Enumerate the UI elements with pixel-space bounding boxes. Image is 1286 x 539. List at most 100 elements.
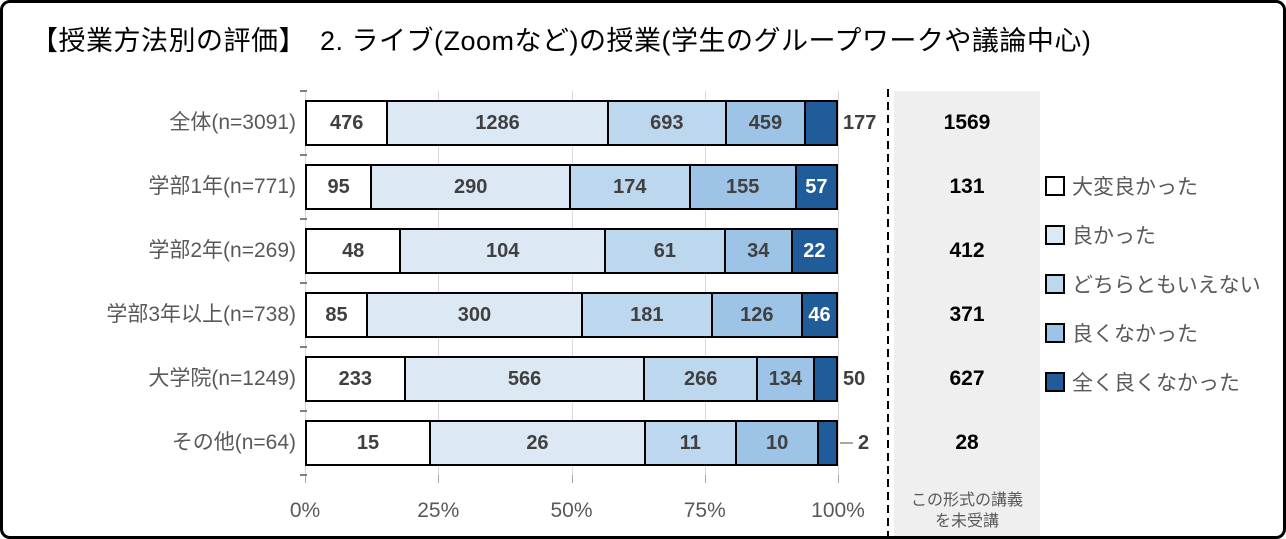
- segment-value-label: 155: [726, 175, 760, 198]
- axis-tick-100%: [838, 475, 839, 483]
- segment-value-label: 233: [338, 367, 373, 390]
- legend-item-良くなかった: 良くなかった: [1045, 322, 1198, 346]
- bar-segment-良かった: 300: [367, 294, 583, 336]
- segment-value-label: 266: [684, 367, 718, 390]
- bar-segment-どちらともいえない: 61: [605, 230, 726, 272]
- segment-value-label: 15: [356, 431, 380, 454]
- category-axis-tick: [300, 410, 307, 412]
- segment-value-label: 95: [327, 175, 350, 198]
- not-attended-label-line1: この形式の講義: [910, 492, 1023, 509]
- legend-label: 大変良かった: [1072, 176, 1198, 199]
- not-attended-value: 627: [949, 367, 985, 390]
- category-label: 学部3年以上(n=738): [106, 303, 296, 326]
- category-label: 大学院(n=1249): [148, 367, 296, 390]
- not-attended-label: この形式の講義 を未受講: [894, 490, 1040, 532]
- segment-value-label: 290: [453, 175, 488, 198]
- legend-swatch-icon: [1045, 176, 1065, 196]
- category-label: 学部1年(n=771): [148, 175, 296, 198]
- legend-item-全く良くなかった: 全く良くなかった: [1045, 371, 1240, 395]
- not-attended-value: 371: [949, 303, 985, 326]
- segment-value-label: 566: [507, 367, 542, 390]
- bar-segment-良くなかった: 126: [712, 294, 803, 336]
- not-attended-value: 28: [955, 431, 979, 454]
- segment-value-label: 48: [342, 239, 365, 262]
- segment-value-label: 134: [768, 367, 803, 390]
- segment-value-label: 126: [740, 303, 774, 326]
- segment-value-label: 85: [325, 303, 348, 326]
- bar-row: 476 1286 693 459: [305, 100, 838, 146]
- legend-label: 良かった: [1072, 225, 1156, 248]
- bar-segment-大変良かった: 48: [307, 230, 402, 272]
- label-leader-line: [840, 442, 853, 444]
- bar-segment-大変良かった: 95: [307, 166, 373, 208]
- gridline-100%: [838, 91, 839, 475]
- not-attended-value: 1569: [943, 111, 991, 134]
- segment-value-label-outside: 177: [843, 112, 877, 134]
- bar-segment-良くなかった: 459: [727, 102, 806, 144]
- legend-item-良かった: 良かった: [1045, 224, 1156, 248]
- x-axis-label-100%: 100%: [811, 499, 865, 522]
- bar-segment-どちらともいえない: 174: [571, 166, 691, 208]
- x-axis-label-25%: 25%: [417, 499, 460, 522]
- legend-swatch-icon: [1045, 323, 1065, 343]
- category-label: その他(n=64): [171, 431, 296, 454]
- segment-value-label: 693: [650, 111, 684, 134]
- bar-segment-全く良くなかった: [805, 102, 836, 144]
- bar-segment-良くなかった: 134: [758, 358, 815, 400]
- segment-value-label: 459: [748, 111, 783, 134]
- category-axis-tick: [300, 218, 307, 220]
- legend-swatch-icon: [1045, 372, 1065, 392]
- category-label: 学部2年(n=269): [148, 239, 296, 262]
- category-axis-tick: [300, 282, 307, 284]
- category-axis-tick: [300, 474, 307, 476]
- bar-segment-良くなかった: 155: [690, 166, 797, 208]
- bar-segment-大変良かった: 233: [307, 358, 406, 400]
- bar-segment-全く良くなかった: [819, 422, 836, 464]
- x-axis-label-50%: 50%: [550, 499, 593, 522]
- segment-value-label: 181: [630, 303, 664, 326]
- bar-segment-良かった: 104: [401, 230, 606, 272]
- bar-segment-良かった: 26: [430, 422, 646, 464]
- segment-value-label: 300: [457, 303, 492, 326]
- category-axis-tick: [300, 154, 307, 156]
- not-attended-value: 131: [949, 175, 985, 198]
- segment-value-label: 10: [766, 431, 789, 454]
- segment-value-label: 22: [803, 239, 826, 262]
- bar-segment-全く良くなかった: 46: [803, 294, 836, 336]
- segment-value-label: 57: [805, 175, 828, 198]
- segment-value-label: 174: [613, 175, 647, 198]
- bar-segment-大変良かった: 85: [307, 294, 368, 336]
- bar-segment-どちらともいえない: 693: [608, 102, 728, 144]
- bar-row: 48 104 61 34 22: [305, 228, 838, 274]
- axis-tick-75%: [704, 475, 706, 483]
- legend-label: 良くなかった: [1072, 323, 1198, 346]
- legend-item-どちらともいえない: どちらともいえない: [1045, 273, 1261, 297]
- bar-segment-良かった: 1286: [388, 102, 609, 144]
- bar-segment-どちらともいえない: 181: [582, 294, 713, 336]
- bar-segment-良かった: 290: [372, 166, 572, 208]
- bar-segment-どちらともいえない: 266: [645, 358, 759, 400]
- legend-swatch-icon: [1045, 225, 1065, 245]
- segment-value-label: 34: [747, 239, 770, 262]
- segment-value-label: 11: [679, 431, 701, 454]
- bar-segment-大変良かった: 476: [307, 102, 389, 144]
- legend-swatch-icon: [1045, 274, 1065, 294]
- bar-row: 15 26 11 10: [305, 420, 838, 466]
- not-attended-column: [894, 91, 1040, 536]
- bar-segment-どちらともいえない: 11: [645, 422, 737, 464]
- not-attended-value: 412: [949, 239, 985, 262]
- x-axis-label-0%: 0%: [289, 499, 321, 522]
- segment-value-label: 61: [653, 239, 676, 262]
- bar-row: 233 566 266 134: [305, 356, 838, 402]
- bar-segment-良かった: 566: [405, 358, 646, 400]
- segment-value-label: 104: [485, 239, 520, 262]
- bar-row: 95 290 174 155 57: [305, 164, 838, 210]
- category-axis-tick: [300, 346, 307, 348]
- bar-segment-良くなかった: 10: [736, 422, 820, 464]
- not-attended-label-line2: を未受講: [934, 513, 999, 530]
- segment-value-label: 26: [526, 431, 549, 454]
- gridline-25%: [438, 91, 440, 475]
- legend-label: 全く良くなかった: [1072, 372, 1240, 395]
- legend-label: どちらともいえない: [1072, 274, 1261, 297]
